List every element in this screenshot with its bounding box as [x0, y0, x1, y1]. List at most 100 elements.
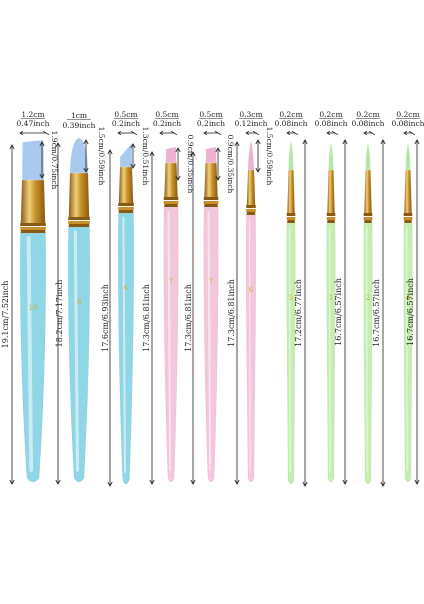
total-length-arrow-head-bottom [55, 479, 61, 485]
tip-width-arrow-head-right [331, 130, 339, 136]
brush-bristles-sheen [288, 139, 294, 171]
brush-size-number: 6 [249, 286, 254, 294]
brush-ferrule-ring-3 [246, 212, 256, 215]
brush-ferrule [287, 170, 295, 214]
brush-ferrule-ring [286, 213, 296, 216]
tip-length-arrow-head-bottom [39, 173, 45, 179]
total-length-arrow-head-bottom [414, 479, 420, 485]
brush-ferrule-ring [68, 217, 90, 220]
tip-width-inch-label: 0.2inch [112, 119, 140, 128]
brush-handle-highlight [167, 211, 172, 471]
tip-width-arrow-head-right [214, 130, 222, 136]
brush-bristles-sheen [205, 146, 217, 164]
brush-ferrule-ring-2 [246, 209, 256, 212]
brush-size-number: 5 [289, 294, 293, 302]
tip-width-inch-label: 0.08inch [315, 119, 348, 128]
brush-handle-highlight [366, 227, 368, 473]
tip-width-arrow-head-left [159, 130, 164, 136]
brush-ferrule-ring-3 [404, 220, 412, 223]
tip-length-arrow-head-top [130, 143, 136, 149]
brush-bristles-sheen [119, 142, 133, 168]
tip-width-arrow-head-right [252, 130, 260, 136]
brush-ferrule-ring-3 [364, 220, 372, 223]
tip-width-arrow-head-right [170, 130, 178, 136]
brush-size-number: 10 [29, 304, 38, 312]
tip-length-arrow-head-top [215, 147, 221, 153]
tip-width-arrow-head-left [326, 130, 331, 136]
brush-handle [19, 231, 47, 483]
tip-width-arrow-head-left [286, 130, 291, 136]
tip-length-label: 1.3cm/0.51inch [141, 127, 150, 186]
total-length-label: 17.2cm/6.77inch [294, 279, 303, 347]
brush-ferrule [68, 173, 90, 218]
total-length-arrow-head-top [9, 144, 15, 150]
brush-ferrule-ring-3 [118, 210, 134, 213]
brush-size-number: 6 [124, 284, 129, 292]
brush-bristles-sheen [69, 137, 89, 174]
total-length-label: 19.1cm/7.52inch [1, 281, 10, 349]
brush-handle [245, 213, 257, 483]
brush-ferrule-ring-3 [204, 204, 218, 207]
brush-ferrule [204, 163, 218, 198]
brush-bristles-sheen [247, 139, 255, 171]
brush-size-number: 7 [169, 278, 173, 286]
brush-bristles [22, 140, 44, 180]
total-length-label: 16.7cm/6.57inch [334, 278, 343, 346]
total-length-arrow-head-top [380, 139, 386, 145]
brush-bristles [120, 143, 132, 167]
tip-width-arrow-head-left [245, 130, 250, 136]
total-length-arrow-head-top [149, 151, 155, 157]
total-length-arrow-head-top [234, 141, 240, 147]
brush-ferrule-ring-3 [20, 230, 46, 233]
tip-length-arrow-head-bottom [83, 167, 89, 173]
brush-bristles [328, 142, 334, 170]
brush-ferrule-ring-2 [118, 207, 134, 210]
total-length-arrow-head-bottom [302, 481, 308, 487]
brush-handle-highlight [26, 236, 34, 472]
brush-handle [326, 221, 336, 483]
brush-ferrule [404, 170, 412, 214]
total-length-arrow-head-bottom [342, 479, 348, 485]
total-length-label: 17.3cm/6.81inch [142, 284, 151, 352]
tip-width-cm-label: 0.5cm [155, 110, 178, 119]
tip-length-label: 0.9cm/0.35inch [226, 135, 235, 194]
brush-ferrule-ring [203, 197, 219, 200]
tip-width-arrow-head-right [42, 130, 50, 136]
total-length-arrow-head-top [302, 139, 308, 145]
brush-ferrule-ring [403, 213, 413, 216]
tip-length-label: 0.9cm/0.35inch [186, 135, 195, 194]
brush-handle-highlight [289, 227, 291, 473]
total-length-arrow-head-bottom [234, 479, 240, 485]
total-length-label: 17.6cm/6.93inch [101, 284, 110, 352]
tip-width-arrow-head-left [19, 130, 24, 136]
total-length-arrow-head-bottom [149, 479, 155, 485]
brush-bristles-sheen [365, 141, 371, 171]
tip-width-cm-label: 0.3cm [239, 110, 262, 119]
brush-ferrule-ring-2 [20, 227, 46, 230]
total-length-arrow-head-top [107, 149, 113, 155]
brush-handle [67, 225, 91, 483]
tip-length-arrow-head-top [175, 147, 181, 153]
brush-handle-highlight [73, 230, 80, 472]
total-length-arrow-head-bottom [9, 479, 15, 485]
brush-ferrule-ring [363, 213, 373, 216]
brush-ferrule [364, 170, 372, 214]
tip-length-arrow-head-top [39, 141, 45, 147]
brush-bristles-sheen [405, 141, 411, 171]
tip-length-label: 1.9cm/0.75inch [50, 131, 59, 190]
brush-ferrule [327, 170, 335, 214]
total-length-label: 16.7cm/6.57inch [406, 278, 415, 346]
brush-handle-highlight [406, 227, 408, 471]
tip-width-cm-label: 0.2cm [319, 110, 342, 119]
brush-ferrule-ring [326, 213, 336, 216]
brush-bristles-sheen [328, 141, 334, 171]
brush-bristles-sheen [21, 139, 45, 181]
tip-width-arrow-head-right [291, 130, 299, 136]
tip-width-inch-label: 0.08inch [352, 119, 385, 128]
